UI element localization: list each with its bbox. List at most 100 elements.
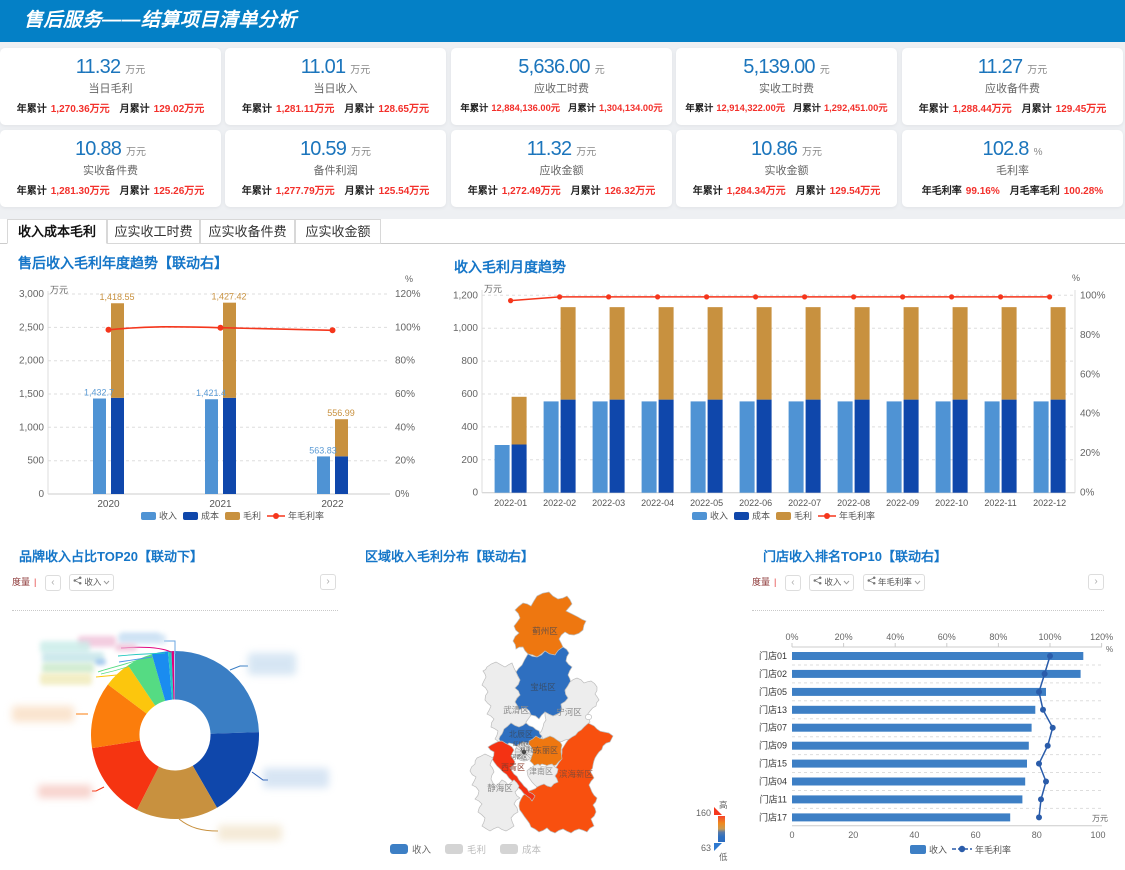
svg-text:1,000: 1,000 xyxy=(19,422,44,433)
svg-text:静海区: 静海区 xyxy=(487,783,513,793)
svg-text:3,000: 3,000 xyxy=(19,289,44,300)
svg-text:2022-04: 2022-04 xyxy=(641,498,674,508)
svg-text:门店15: 门店15 xyxy=(759,758,787,769)
svg-text:600: 600 xyxy=(461,389,478,400)
svg-text:收入: 收入 xyxy=(710,510,728,521)
svg-text:毛利: 毛利 xyxy=(467,844,486,856)
svg-text:500: 500 xyxy=(27,456,44,467)
svg-text:800: 800 xyxy=(461,356,478,367)
svg-text:武清区: 武清区 xyxy=(503,705,529,715)
svg-text:80%: 80% xyxy=(395,356,415,367)
svg-text:1,500: 1,500 xyxy=(19,389,44,400)
svg-text:%: % xyxy=(1072,273,1080,283)
svg-text:120%: 120% xyxy=(395,289,421,300)
svg-text:2022-06: 2022-06 xyxy=(739,498,772,508)
svg-text:80: 80 xyxy=(1032,830,1042,840)
svg-text:556.99: 556.99 xyxy=(327,408,355,418)
svg-text:成本: 成本 xyxy=(522,844,542,856)
svg-text:1,200: 1,200 xyxy=(453,290,478,301)
svg-text:120%: 120% xyxy=(1090,632,1113,642)
svg-text:40: 40 xyxy=(909,830,919,840)
svg-text:2022-08: 2022-08 xyxy=(837,498,870,508)
svg-text:西青区: 西青区 xyxy=(501,762,525,772)
svg-text:80%: 80% xyxy=(989,632,1007,642)
svg-text:2022-03: 2022-03 xyxy=(592,498,625,508)
svg-text:收入: 收入 xyxy=(929,844,947,855)
svg-text:2020: 2020 xyxy=(97,499,120,510)
svg-text:40%: 40% xyxy=(1080,409,1100,420)
svg-text:563.83: 563.83 xyxy=(309,445,337,455)
svg-text:门店13: 门店13 xyxy=(759,704,787,715)
svg-text:40%: 40% xyxy=(395,422,415,433)
svg-text:2022-10: 2022-10 xyxy=(935,498,968,508)
svg-text:100%: 100% xyxy=(395,322,421,333)
svg-text:1,432.7: 1,432.7 xyxy=(84,388,114,398)
svg-text:1,000: 1,000 xyxy=(453,323,478,334)
svg-text:毛利: 毛利 xyxy=(794,510,812,521)
svg-text:门店01: 门店01 xyxy=(759,650,787,661)
svg-text:0: 0 xyxy=(472,488,478,499)
svg-text:万元: 万元 xyxy=(484,284,502,294)
svg-text:200: 200 xyxy=(461,455,478,466)
svg-text:1,421.4: 1,421.4 xyxy=(196,388,226,398)
svg-text:0%: 0% xyxy=(785,632,798,642)
svg-text:80%: 80% xyxy=(1080,330,1100,341)
svg-text:红桥区: 红桥区 xyxy=(513,740,530,748)
svg-text:收入: 收入 xyxy=(412,844,432,856)
svg-text:0%: 0% xyxy=(1080,488,1095,499)
svg-text:%: % xyxy=(405,274,413,284)
svg-text:门店17: 门店17 xyxy=(759,811,787,822)
svg-text:万元: 万元 xyxy=(1092,814,1108,823)
svg-text:滨海新区: 滨海新区 xyxy=(559,769,594,779)
svg-text:2022: 2022 xyxy=(321,499,344,510)
svg-text:年毛利率: 年毛利率 xyxy=(975,844,1011,855)
svg-text:100%: 100% xyxy=(1080,290,1106,301)
svg-text:成本: 成本 xyxy=(201,510,219,521)
svg-text:门店09: 门店09 xyxy=(759,740,787,751)
svg-text:20%: 20% xyxy=(395,456,415,467)
svg-text:成本: 成本 xyxy=(752,510,770,521)
svg-text:0: 0 xyxy=(789,830,794,840)
svg-text:宁河区: 宁河区 xyxy=(556,707,582,717)
svg-text:60%: 60% xyxy=(1080,369,1100,380)
svg-text:收入: 收入 xyxy=(159,510,177,521)
svg-text:门店04: 门店04 xyxy=(759,776,787,787)
svg-text:北辰区: 北辰区 xyxy=(509,730,533,739)
svg-text:20%: 20% xyxy=(835,632,853,642)
svg-text:2022-05: 2022-05 xyxy=(690,498,723,508)
svg-text:门店02: 门店02 xyxy=(759,668,787,679)
svg-text:2021: 2021 xyxy=(209,499,232,510)
svg-text:蓟州区: 蓟州区 xyxy=(532,626,558,636)
svg-text:400: 400 xyxy=(461,422,478,433)
svg-text:60%: 60% xyxy=(395,389,415,400)
svg-text:高: 高 xyxy=(719,800,728,810)
svg-text:20%: 20% xyxy=(1080,448,1100,459)
svg-text:63: 63 xyxy=(701,843,711,853)
svg-text:门店05: 门店05 xyxy=(759,686,787,697)
svg-text:2022-12: 2022-12 xyxy=(1033,498,1066,508)
svg-text:60%: 60% xyxy=(938,632,956,642)
svg-text:宝坻区: 宝坻区 xyxy=(530,682,556,692)
svg-text:万元: 万元 xyxy=(50,285,68,295)
svg-text:东丽区: 东丽区 xyxy=(534,745,558,755)
svg-text:160: 160 xyxy=(696,808,711,818)
svg-text:%: % xyxy=(1106,645,1113,654)
svg-text:2022-09: 2022-09 xyxy=(886,498,919,508)
svg-text:40%: 40% xyxy=(886,632,904,642)
svg-text:年毛利率: 年毛利率 xyxy=(839,510,875,521)
svg-text:门店07: 门店07 xyxy=(759,722,787,733)
svg-text:年毛利率: 年毛利率 xyxy=(288,510,324,521)
svg-text:门店11: 门店11 xyxy=(760,793,787,804)
svg-text:和平区: 和平区 xyxy=(520,746,537,754)
svg-text:2,500: 2,500 xyxy=(19,322,44,333)
svg-text:2022-07: 2022-07 xyxy=(788,498,821,508)
svg-text:河西区: 河西区 xyxy=(511,753,528,761)
svg-text:津南区: 津南区 xyxy=(529,766,553,776)
svg-text:0: 0 xyxy=(38,489,44,500)
svg-text:毛利: 毛利 xyxy=(243,510,261,521)
svg-text:低: 低 xyxy=(719,852,728,862)
svg-text:60: 60 xyxy=(971,830,981,840)
svg-text:1,427.42: 1,427.42 xyxy=(211,292,246,302)
svg-text:2022-01: 2022-01 xyxy=(494,498,527,508)
svg-text:100: 100 xyxy=(1090,830,1105,840)
